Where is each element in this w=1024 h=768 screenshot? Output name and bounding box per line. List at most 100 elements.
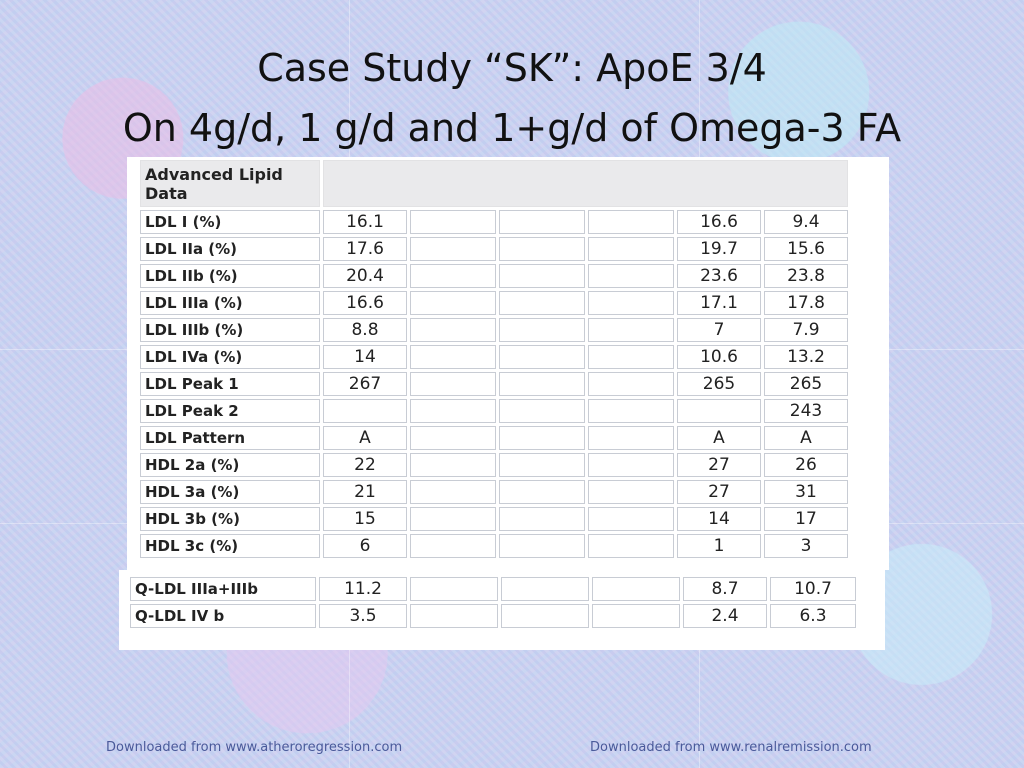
cell-col-4: 27 bbox=[677, 453, 761, 477]
table-row: LDL Pattern A A A bbox=[140, 426, 848, 450]
cell-col-5: 265 bbox=[764, 372, 848, 396]
cell-col-5: 6.3 bbox=[770, 604, 856, 628]
row-label: LDL IIb (%) bbox=[140, 264, 320, 288]
cell-col-1: 21 bbox=[323, 480, 407, 504]
cell-col-1 bbox=[323, 399, 407, 423]
cell-col-1: 20.4 bbox=[323, 264, 407, 288]
row-label: Q-LDL IV b bbox=[130, 604, 316, 628]
cell-col-3 bbox=[588, 372, 674, 396]
cell-col-1: 16.1 bbox=[323, 210, 407, 234]
cell-col-1: 14 bbox=[323, 345, 407, 369]
cell-col-4: 265 bbox=[677, 372, 761, 396]
cell-col-2 bbox=[410, 534, 496, 558]
cell-col-5: 31 bbox=[764, 480, 848, 504]
cell-col-3 bbox=[588, 399, 674, 423]
cell-col-2 bbox=[410, 210, 496, 234]
cell-col-5: 243 bbox=[764, 399, 848, 423]
cell-col-1: 8.8 bbox=[323, 318, 407, 342]
cell-col-4: 8.7 bbox=[683, 577, 767, 601]
row-label: HDL 3c (%) bbox=[140, 534, 320, 558]
row-label: LDL IVa (%) bbox=[140, 345, 320, 369]
cell-col-3 bbox=[592, 577, 680, 601]
cell-col-2 bbox=[410, 577, 498, 601]
cell-col-3 bbox=[588, 237, 674, 261]
table-row: LDL IIb (%) 20.4 23.6 23.8 bbox=[140, 264, 848, 288]
table-row: LDL Peak 1 267 265 265 bbox=[140, 372, 848, 396]
cell-col-2 bbox=[410, 507, 496, 531]
table-row: HDL 3c (%) 6 1 3 bbox=[140, 534, 848, 558]
row-label: LDL IIIb (%) bbox=[140, 318, 320, 342]
cell-col-3 bbox=[592, 604, 680, 628]
cell-col-5: A bbox=[764, 426, 848, 450]
cell-col-3 bbox=[588, 507, 674, 531]
cell-col-5: 10.7 bbox=[770, 577, 856, 601]
empty-cell bbox=[499, 372, 585, 396]
cell-col-3 bbox=[588, 426, 674, 450]
slide-title-line-2: On 4g/d, 1 g/d and 1+g/d of Omega-3 FA bbox=[122, 106, 902, 150]
cell-col-2 bbox=[410, 480, 496, 504]
q-ldl-panel: Q-LDL IIIa+IIIb 11.2 8.7 10.7 Q-LDL IV b 3.5 2… bbox=[119, 570, 885, 650]
table-row: LDL Peak 2 243 bbox=[140, 399, 848, 423]
empty-cell bbox=[499, 210, 585, 234]
cell-col-3 bbox=[588, 210, 674, 234]
cell-col-5: 3 bbox=[764, 534, 848, 558]
table-row: LDL IIIa (%) 16.6 17.1 17.8 bbox=[140, 291, 848, 315]
empty-cell bbox=[501, 577, 589, 601]
cell-col-4: 7 bbox=[677, 318, 761, 342]
advanced-lipid-table: Advanced Lipid Data LDL I (%) 16.1 16.6 9.4… bbox=[137, 157, 851, 561]
cell-col-4: 19.7 bbox=[677, 237, 761, 261]
q-ldl-table: Q-LDL IIIa+IIIb 11.2 8.7 10.7 Q-LDL IV b 3.5 2… bbox=[127, 574, 859, 631]
cell-col-4: A bbox=[677, 426, 761, 450]
cell-col-5: 15.6 bbox=[764, 237, 848, 261]
cell-col-2 bbox=[410, 399, 496, 423]
cell-col-3 bbox=[588, 291, 674, 315]
table-row: HDL 3a (%) 21 27 31 bbox=[140, 480, 848, 504]
cell-col-3 bbox=[588, 264, 674, 288]
cell-col-5: 17 bbox=[764, 507, 848, 531]
row-label: LDL Pattern bbox=[140, 426, 320, 450]
row-label: LDL I (%) bbox=[140, 210, 320, 234]
cell-col-5: 23.8 bbox=[764, 264, 848, 288]
cell-col-1: 6 bbox=[323, 534, 407, 558]
cell-col-4: 16.6 bbox=[677, 210, 761, 234]
cell-col-4: 23.6 bbox=[677, 264, 761, 288]
table-row: Q-LDL IV b 3.5 2.4 6.3 bbox=[130, 604, 856, 628]
empty-cell bbox=[501, 604, 589, 628]
cell-col-1: 22 bbox=[323, 453, 407, 477]
row-label: HDL 3a (%) bbox=[140, 480, 320, 504]
row-label: HDL 3b (%) bbox=[140, 507, 320, 531]
table-header-title: Advanced Lipid Data bbox=[140, 160, 320, 207]
cell-col-1: 11.2 bbox=[319, 577, 407, 601]
empty-cell bbox=[499, 480, 585, 504]
cell-col-2 bbox=[410, 345, 496, 369]
row-label: HDL 2a (%) bbox=[140, 453, 320, 477]
cell-col-4: 1 bbox=[677, 534, 761, 558]
table-row: HDL 2a (%) 22 27 26 bbox=[140, 453, 848, 477]
empty-cell bbox=[499, 534, 585, 558]
slide-title-line-1: Case Study “SK”: ApoE 3/4 bbox=[257, 46, 767, 90]
cell-col-4: 2.4 bbox=[683, 604, 767, 628]
cell-col-1: 15 bbox=[323, 507, 407, 531]
empty-cell bbox=[499, 318, 585, 342]
cell-col-1: A bbox=[323, 426, 407, 450]
cell-col-5: 26 bbox=[764, 453, 848, 477]
cell-col-4: 10.6 bbox=[677, 345, 761, 369]
empty-cell bbox=[499, 426, 585, 450]
cell-col-1: 16.6 bbox=[323, 291, 407, 315]
lipid-data-panel: Advanced Lipid Data LDL I (%) 16.1 16.6 9.4… bbox=[127, 157, 889, 570]
table-row: HDL 3b (%) 15 14 17 bbox=[140, 507, 848, 531]
table-row: Q-LDL IIIa+IIIb 11.2 8.7 10.7 bbox=[130, 577, 856, 601]
empty-cell bbox=[499, 453, 585, 477]
cell-col-1: 17.6 bbox=[323, 237, 407, 261]
cell-col-3 bbox=[588, 345, 674, 369]
cell-col-2 bbox=[410, 604, 498, 628]
cell-col-3 bbox=[588, 318, 674, 342]
cell-col-4 bbox=[677, 399, 761, 423]
empty-cell bbox=[499, 291, 585, 315]
cell-col-2 bbox=[410, 453, 496, 477]
table-row: LDL IVa (%) 14 10.6 13.2 bbox=[140, 345, 848, 369]
empty-cell bbox=[499, 507, 585, 531]
footer-source-right: Downloaded from www.renalremission.com bbox=[590, 740, 872, 755]
table-header-row: Advanced Lipid Data bbox=[140, 160, 848, 207]
empty-cell bbox=[499, 237, 585, 261]
